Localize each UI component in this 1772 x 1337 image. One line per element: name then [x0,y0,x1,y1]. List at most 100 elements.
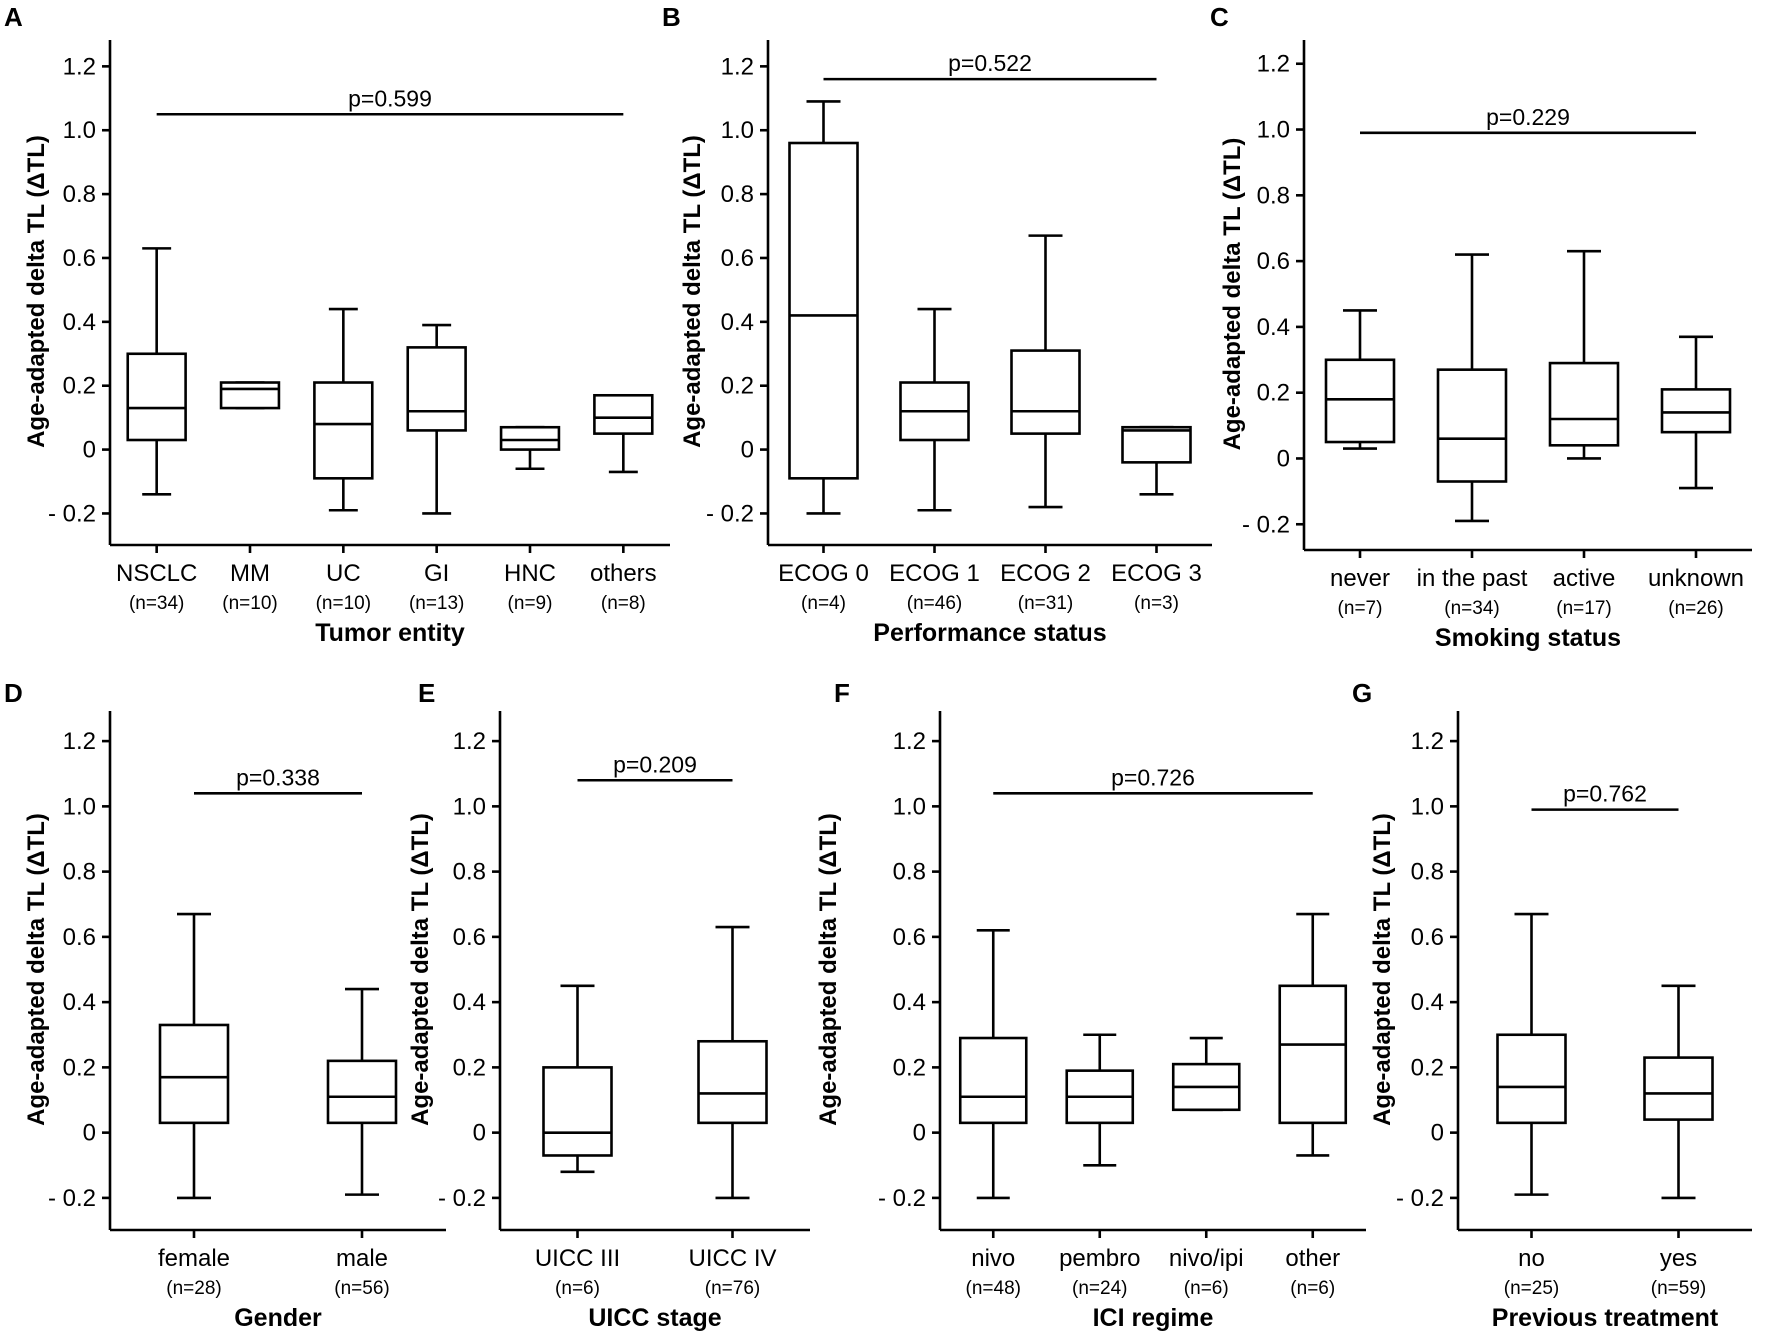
p-value-label: p=0.599 [348,85,432,111]
x-tick-label: yes [1660,1245,1697,1272]
x-tick-label: GI [424,560,449,587]
y-tick-label: 0.4 [453,989,486,1016]
y-tick-label: - 0.2 [706,500,754,527]
panel-c: C - 0.2 0 0.2 0.4 0.6 0.8 1.0 1.2 Age-adapted del… [1210,2,1752,652]
n-label: (n=6) [1290,1278,1335,1299]
box-nivo [958,929,1028,1200]
box-iqr [1436,368,1508,483]
box-iqr [697,1039,768,1125]
y-tick-label: 1.2 [1257,51,1290,78]
y-tick-label: 0.2 [63,1054,96,1081]
box-active [1548,249,1620,460]
x-tick-label: unknown [1648,565,1744,592]
x-tick-label: UICC III [535,1245,620,1272]
y-tick-label: 0.8 [1411,859,1444,886]
y-tick-label: 0.6 [453,924,486,951]
y-tick-label: 0.2 [721,373,754,400]
y-tick-label: 0.8 [453,859,486,886]
x-tick-label: male [336,1245,388,1272]
y-tick-label: 0.6 [63,924,96,951]
y-tick-label: 0.8 [721,181,754,208]
n-label: (n=31) [1018,593,1073,614]
box-iqr [219,381,281,410]
y-tick-label: 1.2 [893,728,926,755]
box-uicc-iv [697,925,768,1200]
n-label: (n=25) [1504,1278,1559,1299]
y-tick-label: 0 [83,437,96,464]
x-tick-label: female [158,1245,230,1272]
box-female [158,912,230,1200]
box-ecog-0 [788,100,859,515]
box-iqr [406,346,467,432]
y-tick-label: 0.2 [63,373,96,400]
y-tick-label: 0.4 [63,989,96,1016]
y-tick-label: 1.2 [453,728,486,755]
x-tick-label: ECOG 0 [778,560,869,587]
box-iqr [126,352,187,442]
y-tick-label: 0.4 [893,989,926,1016]
box-iqr [313,381,374,480]
y-tick-label: 1.0 [63,117,96,144]
n-label: (n=6) [555,1278,600,1299]
n-label: (n=8) [601,593,646,614]
y-tick-label: 0 [473,1120,486,1147]
x-tick-label: pembro [1059,1245,1140,1272]
panel-f: F - 0.2 0 0.2 0.4 0.6 0.8 1.0 1.2 Age-adapted del… [815,678,1366,1332]
y-axis-title: Age-adapted delta TL (ΔTL) [23,135,50,448]
y-tick-label: 0 [741,437,754,464]
y-tick-label: 0 [913,1120,926,1147]
y-tick-label: 1.0 [721,117,754,144]
box-other [1278,912,1348,1157]
y-tick-label: - 0.2 [1242,511,1290,538]
y-tick-label: 0.6 [1411,924,1444,951]
x-tick-label: nivo [971,1245,1015,1272]
x-tick-label: in the past [1417,565,1528,592]
box-ecog-3 [1121,425,1192,496]
y-tick-label: - 0.2 [878,1185,926,1212]
x-tick-label: ECOG 1 [889,560,980,587]
x-axis-title: Previous treatment [1492,1304,1719,1332]
n-label: (n=24) [1072,1278,1127,1299]
box-nivo-ipi [1171,1036,1241,1112]
y-tick-label: - 0.2 [1396,1185,1444,1212]
x-axis-title: Gender [234,1304,322,1332]
x-tick-label: ECOG 3 [1111,560,1202,587]
x-tick-label: UICC IV [688,1245,776,1272]
n-label: (n=3) [1134,593,1179,614]
n-label: (n=48) [966,1278,1021,1299]
y-axis-title: Age-adapted delta TL (ΔTL) [23,813,50,1126]
y-tick-label: 1.2 [63,53,96,80]
y-tick-label: 0.8 [893,859,926,886]
panel-e: E - 0.2 0 0.2 0.4 0.6 0.8 1.0 1.2 Age-adapted del… [407,678,810,1332]
y-axis-title: Age-adapted delta TL (ΔTL) [815,813,842,1126]
box-iqr [499,425,561,451]
n-label: (n=26) [1668,598,1723,619]
panel-letter: G [1352,678,1372,708]
box-nsclc [126,247,187,496]
y-tick-label: 0.4 [63,309,96,336]
x-tick-label: MM [230,560,270,587]
x-tick-label: other [1285,1245,1340,1272]
y-tick-label: 1.0 [1257,117,1290,144]
box-ecog-1 [899,307,970,512]
y-tick-label: 0.4 [1411,989,1444,1016]
x-axis-title: UICC stage [588,1304,721,1332]
box-iqr [542,1066,613,1157]
p-value-label: p=0.522 [948,50,1032,76]
n-label: (n=34) [1444,598,1499,619]
box-uicc-iii [542,984,613,1174]
y-tick-label: - 0.2 [48,1185,96,1212]
panel-letter: D [4,678,23,708]
n-label: (n=17) [1556,598,1611,619]
n-label: (n=13) [409,593,464,614]
x-tick-label: NSCLC [116,560,197,587]
x-tick-label: never [1330,565,1390,592]
x-tick-label: HNC [504,560,556,587]
y-tick-label: 0.8 [63,859,96,886]
box-unknown [1660,335,1732,490]
y-tick-label: - 0.2 [48,500,96,527]
box-iqr [958,1036,1028,1125]
box-uc [313,307,374,512]
